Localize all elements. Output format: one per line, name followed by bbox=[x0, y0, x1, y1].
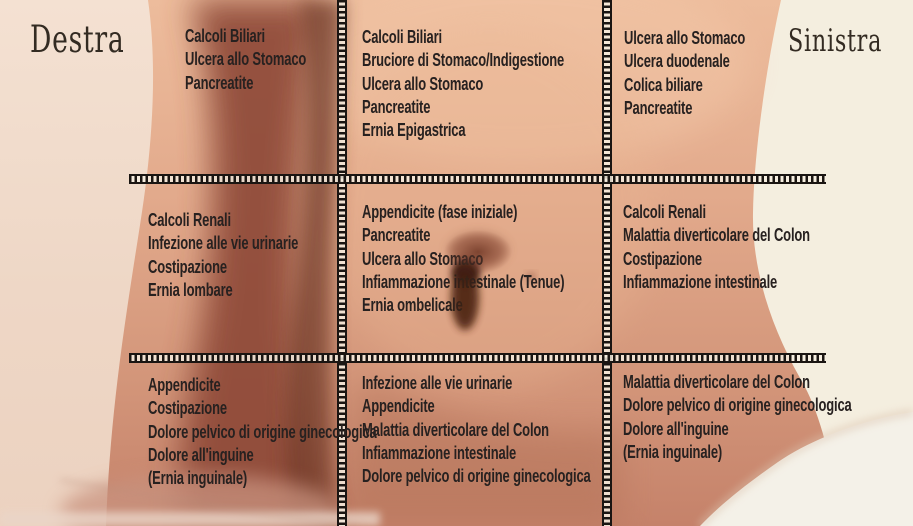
condition-item: Colica biliare bbox=[624, 74, 703, 95]
grid-line-vertical-left bbox=[337, 0, 347, 526]
cell-middle-right: Calcoli Renali Malattia diverticolare del… bbox=[623, 201, 882, 294]
condition-item: Calcoli Biliari bbox=[185, 26, 265, 46]
condition-item: Infiammazione intestinale bbox=[623, 271, 778, 292]
condition-item: Infezione alle vie urinarie bbox=[148, 233, 299, 254]
cell-top-right: Ulcera allo Stomaco Ulcera duodenale Colic… bbox=[624, 27, 883, 120]
condition-item: Dolore pelvico di origine ginecologica bbox=[362, 466, 591, 487]
cell-top-center: Calcoli Biliari Bruciore di Stomaco/Indig… bbox=[362, 26, 621, 142]
condition-item: Pancreatite bbox=[185, 72, 254, 93]
condition-item: Calcoli Biliari bbox=[362, 27, 442, 47]
condition-item: Dolore pelvico di origine ginecologica bbox=[623, 395, 852, 416]
condition-item: Ulcera allo Stomaco bbox=[185, 49, 307, 70]
condition-item: Calcoli Renali bbox=[623, 202, 706, 222]
condition-item: Ulcera allo Stomaco bbox=[362, 248, 484, 269]
condition-item: Bruciore di Stomaco/Indigestione bbox=[362, 50, 565, 71]
condition-item: Appendicite (fase iniziale) bbox=[362, 202, 518, 222]
condition-item: Appendicite bbox=[148, 375, 221, 395]
condition-item: Ulcera duodenale bbox=[624, 51, 730, 72]
side-label-destra: Destra bbox=[30, 18, 125, 61]
cell-middle-left: Calcoli Renali Infezione alle vie urinari… bbox=[148, 209, 407, 302]
grid-line-vertical-right bbox=[602, 0, 612, 526]
side-label-sinistra: Sinistra bbox=[788, 23, 883, 59]
condition-item: Appendicite bbox=[362, 396, 435, 417]
grid-line-horizontal-bottom bbox=[129, 353, 826, 363]
condition-item: Dolore pelvico di origine ginecologica bbox=[148, 421, 377, 442]
condition-item: Ulcera allo Stomaco bbox=[362, 73, 484, 94]
grid-line-horizontal-top bbox=[129, 174, 826, 184]
condition-item: Ernia lombare bbox=[148, 279, 233, 300]
condition-item: Malattia diverticolare del Colon bbox=[623, 372, 810, 392]
cell-bottom-center: Infezione alle vie urinarie Appendicite Ma… bbox=[362, 372, 621, 488]
condition-item: Calcoli Renali bbox=[148, 210, 231, 230]
condition-item: Ernia ombelicale bbox=[362, 295, 463, 316]
condition-item: Infezione alle vie urinarie bbox=[362, 373, 513, 393]
condition-item: Pancreatite bbox=[362, 225, 431, 246]
condition-item: Dolore all'inguine bbox=[148, 444, 254, 465]
cell-bottom-right: Malattia diverticolare del Colon Dolore p… bbox=[623, 371, 882, 464]
cell-top-left: Calcoli Biliari Ulcera allo Stomaco Pancre… bbox=[185, 25, 444, 95]
condition-item: Costipazione bbox=[148, 398, 227, 419]
condition-item: (Ernia inguinale) bbox=[148, 468, 248, 489]
condition-item: Malattia diverticolare del Colon bbox=[623, 225, 810, 246]
condition-item: Costipazione bbox=[148, 256, 227, 277]
cell-middle-center: Appendicite (fase iniziale) Pancreatite Ul… bbox=[362, 201, 621, 317]
condition-item: Pancreatite bbox=[362, 96, 431, 117]
condition-item: Infiammazione intestinale bbox=[362, 442, 517, 463]
condition-item: Dolore all'inguine bbox=[623, 418, 729, 439]
condition-item: Ulcera allo Stomaco bbox=[624, 28, 746, 48]
condition-item: Pancreatite bbox=[624, 97, 693, 118]
condition-item: Costipazione bbox=[623, 248, 702, 269]
cell-bottom-left: Appendicite Costipazione Dolore pelvico di… bbox=[148, 374, 407, 490]
condition-item: Malattia diverticolare del Colon bbox=[362, 419, 549, 440]
condition-item: Ernia Epigastrica bbox=[362, 120, 466, 141]
condition-item: (Ernia inguinale) bbox=[623, 441, 723, 462]
condition-item: Infiammazione intestinale (Tenue) bbox=[362, 271, 565, 292]
